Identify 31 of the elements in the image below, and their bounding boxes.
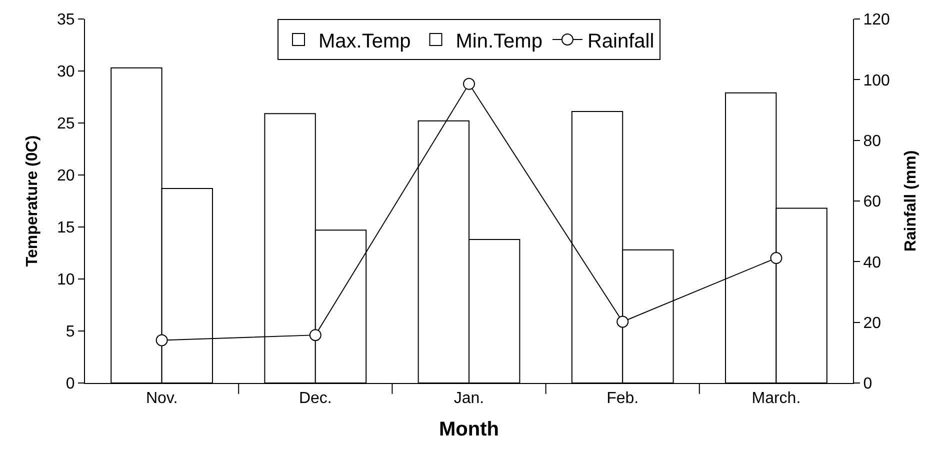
y2-axis-title: Rainfall (mm)	[902, 150, 920, 252]
y-tick-label: 35	[57, 12, 75, 29]
x-tick-label: March.	[752, 390, 801, 408]
y2-tick-label: 120	[863, 12, 890, 29]
y2-tick-label: 40	[863, 254, 882, 272]
y2-tick-label: 100	[863, 72, 890, 90]
y-tick-label: 25	[57, 116, 75, 133]
y2-tick-label: 0	[863, 376, 872, 393]
legend-label: Min.Temp	[456, 30, 542, 52]
y-tick-label: 30	[57, 64, 75, 81]
point	[616, 316, 629, 328]
point	[156, 334, 168, 346]
y-axis-title: Temperature (0C)	[24, 135, 41, 267]
y2-tick-label: 20	[863, 314, 882, 332]
x-axis-title: Month	[439, 418, 499, 441]
x-tick-label: Dec.	[298, 390, 332, 408]
y-tick-label: 0	[66, 376, 75, 393]
point	[309, 329, 322, 342]
y-tick-label: 20	[57, 168, 75, 185]
y-tick-label: 15	[57, 220, 75, 237]
y2-tick-label: 60	[863, 194, 882, 211]
y-tick-label: 5	[66, 324, 75, 341]
point	[770, 252, 782, 264]
x-tick-label: Feb.	[606, 390, 639, 408]
legend-label: Max.Temp	[318, 30, 411, 52]
y-tick-label: 10	[57, 272, 75, 289]
legend-label: Rainfall	[587, 30, 654, 52]
y2-tick-label: 80	[863, 132, 882, 150]
x-tick-label: Jan.	[454, 390, 484, 408]
point	[463, 78, 475, 90]
x-tick-label: Nov.	[146, 390, 178, 408]
